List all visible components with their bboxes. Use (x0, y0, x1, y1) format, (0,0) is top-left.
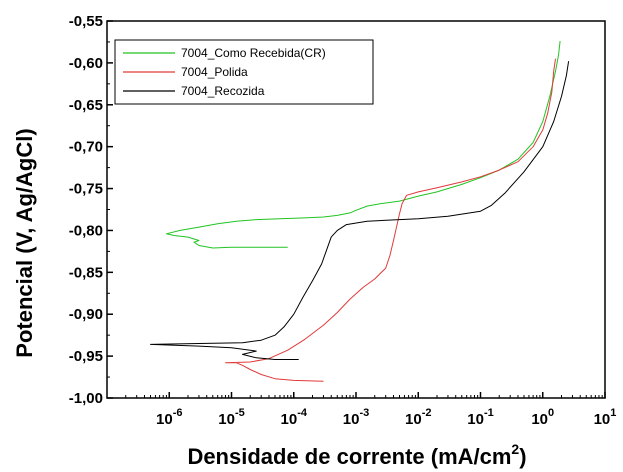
legend: 7004_Como Recebida(CR) 7004_Polida 7004_Re… (114, 39, 374, 105)
x-tick-label-base: 10 (281, 411, 298, 428)
x-tick-label-exponent: -6 (173, 407, 183, 419)
y-tick-label: -0,90 (69, 306, 103, 323)
series-line (150, 61, 570, 360)
x-tick-label-exponent: -3 (359, 407, 369, 419)
x-tick-label-base: 10 (405, 411, 422, 428)
x-axis-title-main: Densidade de corrente (mA/cm (187, 444, 511, 469)
y-tick-label: -0,95 (69, 348, 103, 365)
x-tick-label-exponent: 1 (610, 407, 616, 419)
y-tick-label: -0,75 (69, 181, 103, 198)
x-axis-title-close: ) (519, 444, 526, 469)
x-tick-label-base: 10 (218, 411, 235, 428)
x-axis-title-superscript: 2 (511, 441, 519, 457)
axes-layer: -0,55 -0,60 -0,65 -0,70 -0,75 -0,80 -0,85 -0,90… (69, 13, 617, 428)
y-tick-label: -0,80 (69, 222, 103, 239)
x-tick-label-base: 10 (343, 411, 360, 428)
y-tick-label: -0,60 (69, 55, 103, 72)
y-tick-label: -0,65 (69, 97, 103, 114)
y-tick-label: -1,00 (69, 390, 103, 407)
x-tick-label-exponent: -4 (297, 407, 308, 419)
x-tick-label-exponent: -5 (235, 407, 245, 419)
x-axis-title: Densidade de corrente (mA/cm2) (187, 441, 526, 469)
x-tick-label: 10-6 (156, 407, 182, 428)
y-tick-label: -0,55 (69, 13, 103, 30)
legend-label: 7004_Polida (181, 65, 248, 79)
y-axis-title: Potencial (V, Ag/AgCl) (12, 128, 37, 357)
x-tick-label-base: 10 (156, 411, 173, 428)
x-tick-label: 10-5 (218, 407, 244, 428)
x-tick-label-exponent: -2 (422, 407, 432, 419)
x-tick-label-base: 10 (531, 411, 548, 428)
legend-label: 7004_Recozida (181, 84, 265, 98)
series-layer (150, 41, 570, 382)
x-tick-label: 10-3 (343, 407, 369, 428)
y-tick-label: -0,85 (69, 264, 103, 281)
x-tick-label: 100 (531, 407, 554, 428)
x-tick-label: 10-2 (405, 407, 431, 428)
series-line (225, 58, 556, 382)
x-tick-label: 101 (594, 407, 617, 428)
y-tick-label: -0,70 (69, 139, 103, 156)
x-tick-label-base: 10 (467, 411, 484, 428)
legend-label: 7004_Como Recebida(CR) (181, 46, 326, 60)
series-line (165, 41, 561, 249)
x-tick-label-exponent: 0 (548, 407, 554, 419)
x-tick-label-exponent: -1 (484, 407, 494, 419)
x-tick-label: 10-4 (281, 407, 308, 428)
x-tick-label: 10-1 (467, 407, 493, 428)
x-tick-label-base: 10 (594, 411, 611, 428)
